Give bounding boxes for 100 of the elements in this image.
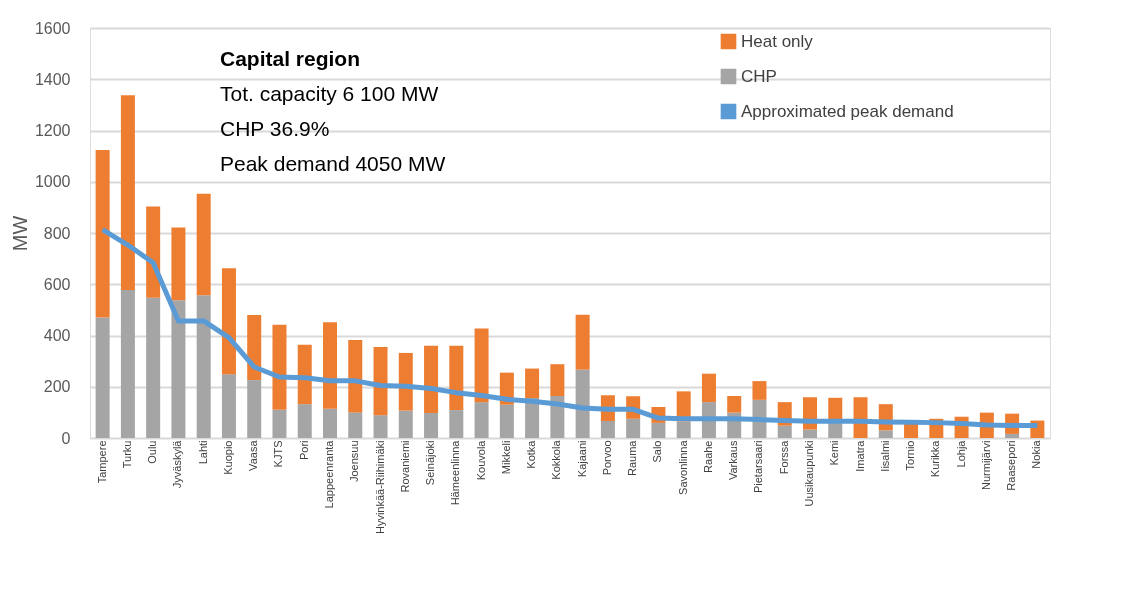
- x-tick-label: Kouvola: [474, 439, 487, 481]
- bar: [95, 317, 110, 438]
- annotation: Capital region: [220, 47, 361, 70]
- x-tick-label: Oulu: [146, 440, 159, 464]
- bar: [348, 412, 363, 438]
- bar: [297, 344, 312, 405]
- x-tick-label: Rovaniemi: [398, 440, 411, 493]
- bar: [449, 345, 464, 411]
- bar: [777, 425, 792, 438]
- legend-label: Heat only: [741, 31, 814, 51]
- bar: [676, 421, 691, 438]
- bar: [701, 373, 716, 403]
- legend-label: Approximated peak demand: [741, 101, 954, 121]
- bar: [373, 415, 388, 438]
- y-tick-label: 200: [43, 378, 71, 396]
- x-tick-label: Mikkeli: [499, 440, 512, 475]
- x-tick-label: Kemi: [828, 440, 841, 466]
- x-tick-label: Forssa: [777, 439, 790, 475]
- bar: [221, 374, 236, 438]
- x-tick-label: Lappeenranta: [323, 439, 335, 509]
- x-tick-label: Seinäjoki: [424, 440, 437, 486]
- x-tick-label: Kajaani: [575, 440, 588, 478]
- bar: [348, 340, 363, 413]
- bar: [196, 193, 211, 296]
- y-tick-label: 1200: [34, 122, 71, 139]
- bar: [828, 397, 843, 421]
- x-tick-label: Lohja: [954, 439, 967, 468]
- bar: [247, 380, 262, 438]
- x-tick-label: Raahe: [701, 440, 714, 473]
- annotation: Tot. capacity 6 100 MW: [220, 82, 439, 105]
- x-tick-label: Pietarsaari: [752, 440, 765, 494]
- bar: [449, 410, 464, 438]
- y-tick-label: 0: [61, 429, 71, 447]
- bar: [221, 268, 236, 375]
- bar: [323, 322, 337, 409]
- bar: [120, 289, 135, 438]
- bar: [474, 402, 489, 438]
- x-tick-label: KJTS: [272, 440, 285, 468]
- x-tick-label: Salo: [651, 440, 664, 463]
- bar: [247, 315, 262, 381]
- bar: [575, 369, 590, 438]
- x-tick-label: Tornio: [904, 440, 917, 471]
- y-tick-label: 1000: [34, 173, 71, 191]
- x-tick-label: Joensuu: [348, 440, 361, 483]
- bar: [651, 422, 666, 438]
- x-tick-label: Vaasa: [247, 439, 260, 471]
- x-tick-label: Iisalmi: [878, 440, 891, 472]
- bar: [146, 297, 161, 438]
- x-tick-label: Hyvinkää-Riihimäki: [373, 440, 386, 535]
- x-tick-label: Nurmijärvi: [979, 440, 992, 490]
- x-tick-label: Tampere: [95, 440, 108, 484]
- bar: [499, 404, 514, 438]
- bar: [95, 149, 110, 318]
- bar: [323, 408, 337, 438]
- bar: [398, 352, 413, 411]
- x-tick-label: Kotka: [525, 439, 538, 469]
- bar: [525, 368, 540, 399]
- bar: [373, 347, 388, 416]
- x-tick-label: Savonlinna: [676, 439, 689, 495]
- x-tick-label: Kurikka: [929, 439, 942, 478]
- x-tick-label: Hämeenlinna: [449, 439, 462, 506]
- x-tick-label: Nokia: [1030, 439, 1043, 469]
- bar: [803, 429, 817, 438]
- x-tick-label: Pori: [297, 440, 310, 461]
- x-tick-label: Jyväskylä: [171, 439, 184, 489]
- annotation: CHP 36.9%: [220, 117, 330, 140]
- x-tick-label: Kokkola: [550, 439, 563, 480]
- bar: [424, 345, 439, 413]
- bar: [171, 227, 186, 301]
- bar: [904, 423, 919, 438]
- x-tick-label: Imatra: [853, 439, 866, 472]
- bar: [297, 404, 312, 438]
- legend-label: CHP: [741, 66, 777, 86]
- bar: [878, 430, 893, 438]
- x-tick-label: Kuopio: [221, 440, 234, 475]
- bar: [474, 328, 489, 403]
- y-axis-title: MW: [8, 215, 31, 252]
- y-tick-label: 800: [43, 224, 71, 242]
- y-tick-label: 1600: [34, 19, 71, 37]
- x-tick-label: Varkaus: [727, 440, 740, 481]
- bar: [120, 95, 135, 290]
- bar: [752, 381, 767, 400]
- bar: [727, 395, 742, 413]
- bar: [626, 418, 641, 438]
- x-tick-label: Porvoo: [600, 440, 613, 476]
- x-tick-label: Raasepori: [1005, 440, 1018, 491]
- bar: [272, 409, 287, 438]
- x-tick-label: Turku: [120, 440, 133, 469]
- bar: [424, 412, 439, 438]
- bar: [1005, 433, 1020, 438]
- bar: [196, 295, 211, 438]
- bar: [272, 324, 287, 410]
- bar: [550, 364, 565, 396]
- y-tick-label: 1400: [34, 70, 71, 88]
- bar: [575, 314, 590, 370]
- bar: [398, 410, 413, 438]
- annotation: Peak demand 4050 MW: [220, 152, 446, 175]
- x-tick-label: Lahti: [196, 440, 209, 465]
- x-tick-label: Rauma: [626, 439, 639, 476]
- bar: [171, 300, 186, 438]
